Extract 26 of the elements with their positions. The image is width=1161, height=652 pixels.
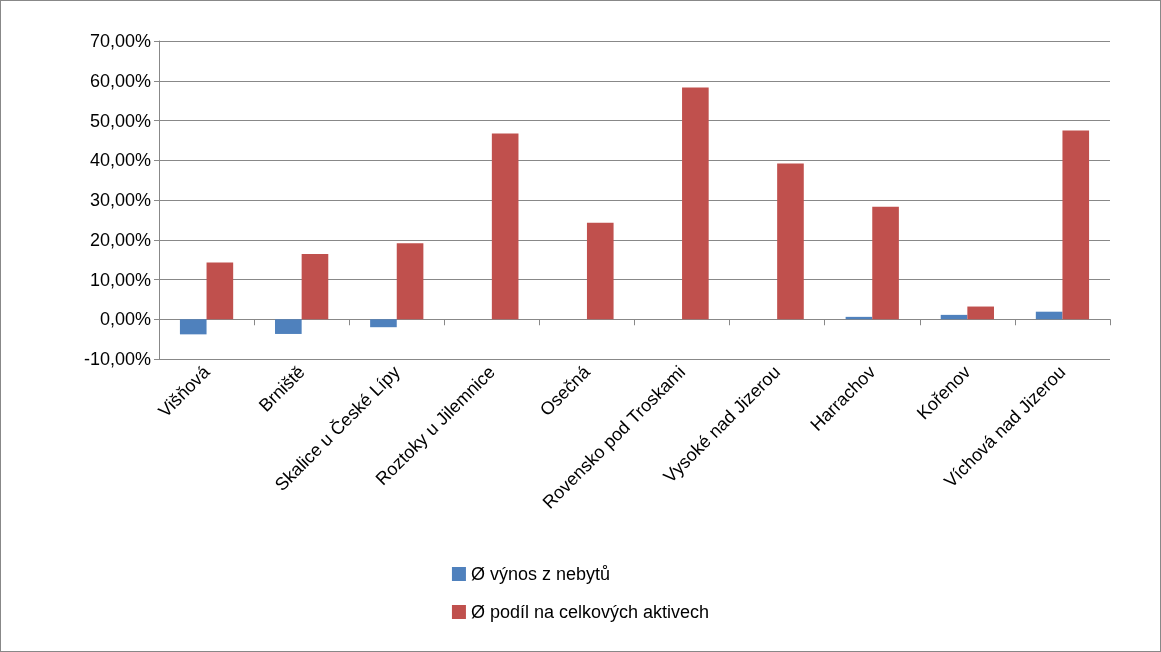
bar — [872, 206, 899, 320]
y-tick-label: -10,00% — [83, 349, 151, 369]
bar — [586, 222, 614, 320]
bar — [940, 314, 968, 320]
bar — [777, 163, 804, 320]
bar — [682, 87, 709, 320]
y-tick-label: 0,00% — [99, 309, 151, 330]
y-tick-label: 10,00% — [89, 269, 151, 290]
y-tick-label: 40,00% — [89, 150, 151, 171]
legend-label: Ø výnos z nebytů — [470, 564, 611, 584]
y-tick-label: 30,00% — [89, 190, 151, 210]
bar — [1062, 130, 1090, 320]
bar — [967, 306, 994, 320]
y-tick-label: 50,00% — [89, 110, 151, 131]
bar — [396, 243, 424, 320]
bar — [1035, 311, 1063, 320]
y-tick-label: 20,00% — [89, 229, 151, 250]
bar — [275, 319, 302, 334]
legend-label: Ø podíl na celkových aktivech — [470, 602, 710, 622]
bar — [370, 319, 397, 328]
bar — [179, 319, 207, 335]
y-tick-label: 70,00% — [89, 31, 151, 51]
bar — [491, 133, 519, 320]
bar — [206, 262, 234, 320]
y-tick-label: 60,00% — [89, 70, 151, 91]
bar — [301, 254, 329, 320]
